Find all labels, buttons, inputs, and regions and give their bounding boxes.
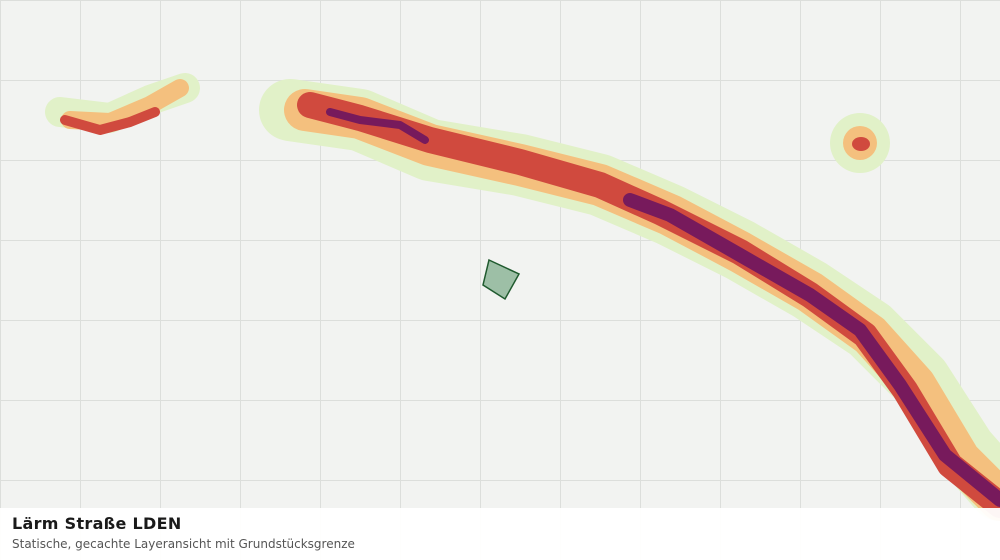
noise-band-low [259,79,1000,521]
noise-band-mid [61,79,189,131]
noise-band-very-high [623,193,1000,507]
legend-footer: Lärm Straße LDEN Statische, gecachte Lay… [0,508,1000,560]
noise-band-high [60,107,160,135]
noise-band-very-high [326,108,429,144]
layer-title: Lärm Straße LDEN [12,514,182,533]
layer-subtitle: Statische, gecachte Layeransicht mit Gru… [12,537,355,551]
noise-layer [45,73,1000,521]
parcel-boundary[interactable] [482,258,521,301]
noise-band-high [852,137,870,151]
